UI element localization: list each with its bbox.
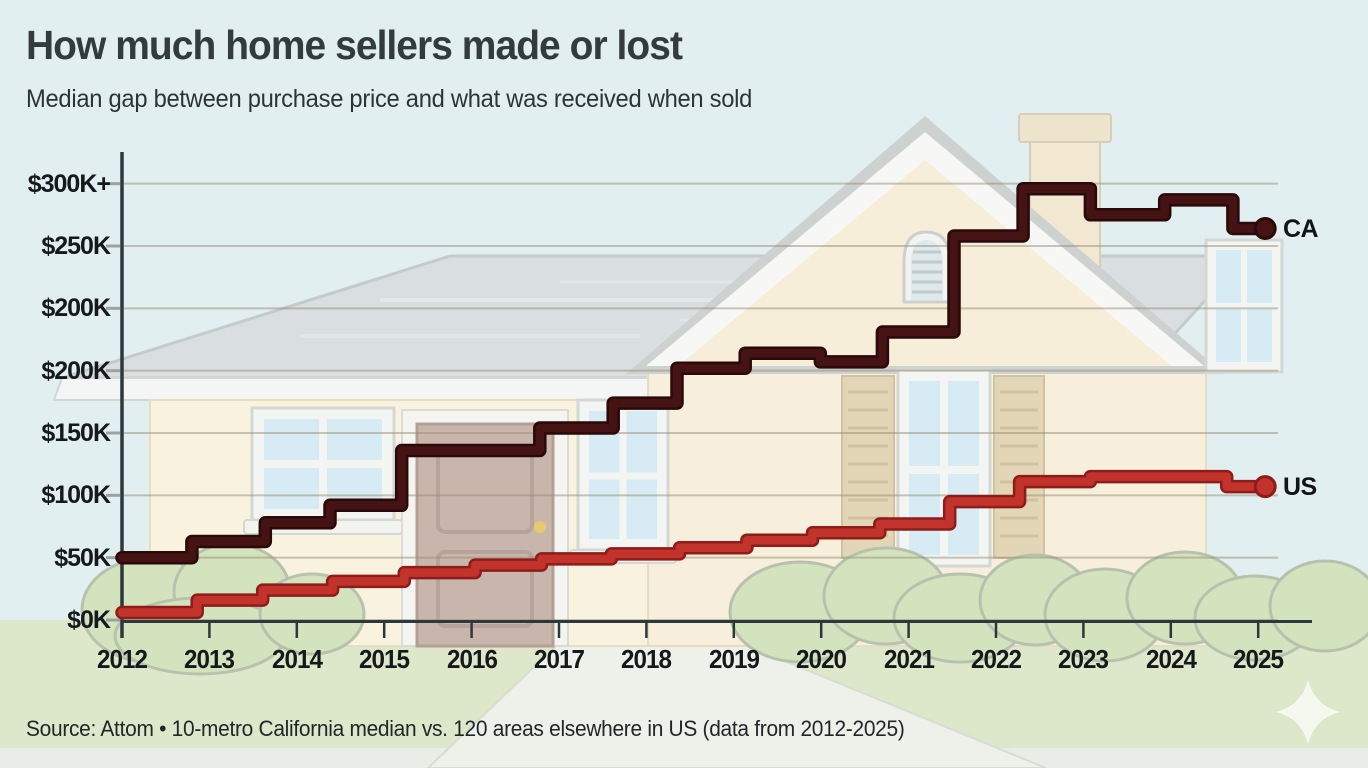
window-right <box>1204 238 1284 374</box>
x-axis-label: 2016 <box>446 644 498 674</box>
series-line-ca <box>117 184 1270 562</box>
x-axis-label: 2024 <box>1145 644 1197 674</box>
series-label-us: US <box>1283 472 1317 501</box>
x-axis-label: 2022 <box>970 644 1022 674</box>
y-axis-label: $200K <box>41 294 111 323</box>
y-axis-label: $100K <box>41 481 111 510</box>
series-label-ca: CA <box>1283 214 1319 243</box>
y-axis-label: $0K <box>67 606 111 634</box>
y-axis-label: $250K <box>41 231 111 260</box>
x-axis-label: 2017 <box>533 644 585 674</box>
source-note: Source: Attom • 10-metro California medi… <box>26 716 905 741</box>
y-axis-label: $200K <box>41 356 111 385</box>
series-end-dot-ca <box>1253 217 1277 241</box>
page-title: How much home sellers made or lost <box>26 22 683 68</box>
x-axis-label: 2025 <box>1233 644 1284 674</box>
x-axis-label: 2018 <box>621 644 672 674</box>
y-axis-label: $300K+ <box>27 169 111 198</box>
y-axis-label: $50K <box>54 543 111 572</box>
attic-window <box>902 230 952 304</box>
x-axis-label: 2020 <box>796 644 847 674</box>
x-axis-label: 2019 <box>708 644 760 674</box>
x-axis-label: 2012 <box>96 644 148 674</box>
x-axis-label: 2023 <box>1058 644 1109 674</box>
x-axis-label: 2021 <box>883 644 935 674</box>
door-knob <box>534 521 546 533</box>
series-end-dot-us <box>1253 475 1277 499</box>
x-axis-label: 2013 <box>184 644 235 674</box>
window-left <box>243 406 403 535</box>
y-axis-label: $150K <box>41 418 111 447</box>
series-line-us <box>117 472 1270 617</box>
sparkle-icon <box>1276 680 1340 744</box>
series-line-ca-edge <box>115 181 1272 565</box>
x-axis-label: 2014 <box>271 644 323 674</box>
x-axis-label: 2015 <box>359 644 410 674</box>
chart-subtitle: Median gap between purchase price and wh… <box>26 85 753 113</box>
